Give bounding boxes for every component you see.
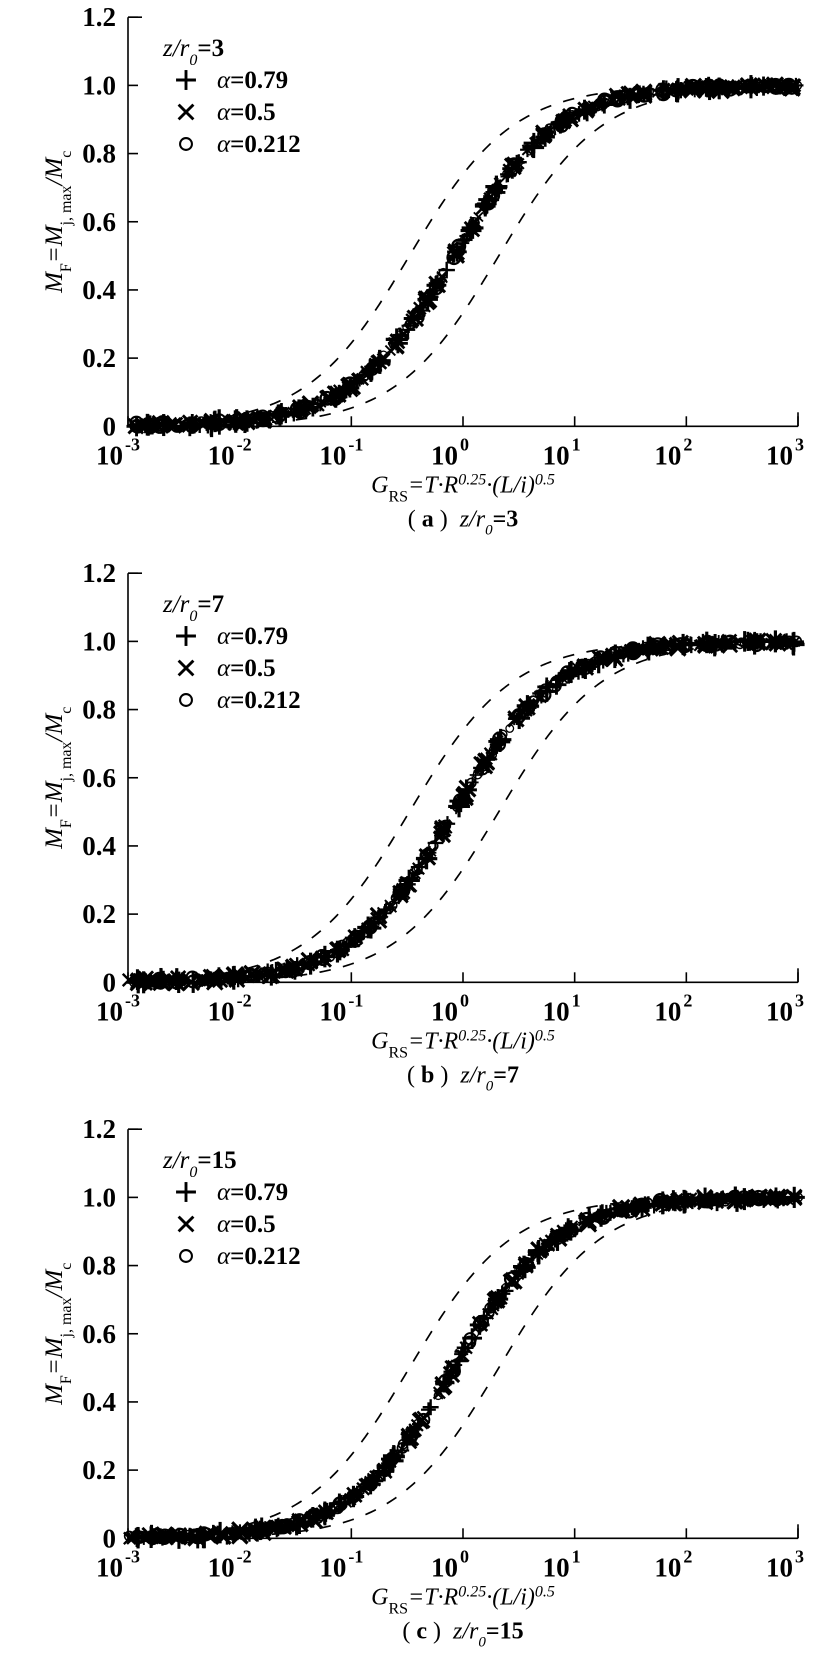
svg-text:α=0.212: α=0.212 <box>217 687 301 714</box>
svg-text:-2: -2 <box>237 1546 252 1566</box>
svg-text:z/r0=15: z/r0=15 <box>162 1147 237 1181</box>
svg-text:10: 10 <box>96 1552 123 1582</box>
svg-text:α=0.5: α=0.5 <box>217 1211 276 1238</box>
svg-text:0.8: 0.8 <box>82 695 116 725</box>
svg-text:1: 1 <box>572 990 581 1010</box>
svg-text:-3: -3 <box>125 434 140 454</box>
svg-text:10: 10 <box>543 1552 570 1582</box>
svg-text:1: 1 <box>572 1546 581 1566</box>
svg-text:1.0: 1.0 <box>82 626 116 656</box>
svg-text:-1: -1 <box>348 434 363 454</box>
svg-text:1.2: 1.2 <box>82 1114 116 1144</box>
svg-text:0.2: 0.2 <box>82 899 116 929</box>
svg-text:0.6: 0.6 <box>82 763 116 793</box>
svg-text:0: 0 <box>103 411 117 441</box>
svg-text:10: 10 <box>766 996 793 1026</box>
svg-text:10: 10 <box>96 440 123 470</box>
svg-text:10: 10 <box>431 1552 458 1582</box>
svg-text:MF=Mj, max/Mc: MF=Mj, max/Mc <box>41 1263 75 1406</box>
svg-text:α=0.212: α=0.212 <box>217 131 301 158</box>
svg-text:10: 10 <box>208 996 235 1026</box>
svg-text:α=0.5: α=0.5 <box>217 99 276 126</box>
svg-text:-3: -3 <box>125 1546 140 1566</box>
svg-text:( c ) z/r0=15: ( c ) z/r0=15 <box>402 1618 523 1650</box>
svg-text:-2: -2 <box>237 990 252 1010</box>
svg-text:z/r0=3: z/r0=3 <box>162 35 224 69</box>
svg-text:1.2: 1.2 <box>82 2 116 32</box>
svg-text:α=0.5: α=0.5 <box>217 655 276 682</box>
svg-text:( a ) z/r0=3: ( a ) z/r0=3 <box>408 506 519 538</box>
svg-text:α=0.79: α=0.79 <box>217 1179 288 1206</box>
svg-text:10: 10 <box>654 440 681 470</box>
svg-text:1.0: 1.0 <box>82 1182 116 1212</box>
svg-text:10: 10 <box>766 1552 793 1582</box>
svg-text:α=0.79: α=0.79 <box>217 67 288 94</box>
svg-text:MF=Mj, max/Mc: MF=Mj, max/Mc <box>41 151 75 294</box>
svg-text:GRS=T·R0.25·(L/i)0.5: GRS=T·R0.25·(L/i)0.5 <box>371 1027 555 1061</box>
svg-text:GRS=T·R0.25·(L/i)0.5: GRS=T·R0.25·(L/i)0.5 <box>371 471 555 505</box>
svg-text:0: 0 <box>460 1546 469 1566</box>
svg-text:0.2: 0.2 <box>82 343 116 373</box>
svg-text:0.4: 0.4 <box>82 831 116 861</box>
svg-text:3: 3 <box>795 990 804 1010</box>
svg-text:3: 3 <box>795 434 804 454</box>
svg-text:1: 1 <box>572 434 581 454</box>
svg-text:0: 0 <box>103 1523 117 1553</box>
svg-text:2: 2 <box>683 434 692 454</box>
svg-text:MF=Mj, max/Mc: MF=Mj, max/Mc <box>41 707 75 850</box>
svg-text:0: 0 <box>103 967 117 997</box>
svg-text:0.8: 0.8 <box>82 139 116 169</box>
svg-text:0.6: 0.6 <box>82 1319 116 1349</box>
svg-text:α=0.79: α=0.79 <box>217 623 288 650</box>
svg-text:3: 3 <box>795 1546 804 1566</box>
svg-text:10: 10 <box>766 440 793 470</box>
svg-text:10: 10 <box>319 996 346 1026</box>
svg-text:0.8: 0.8 <box>82 1251 116 1281</box>
svg-text:0: 0 <box>460 990 469 1010</box>
svg-text:0.4: 0.4 <box>82 1387 116 1417</box>
svg-text:1.2: 1.2 <box>82 558 116 588</box>
svg-text:10: 10 <box>208 1552 235 1582</box>
svg-text:-2: -2 <box>237 434 252 454</box>
svg-text:2: 2 <box>683 990 692 1010</box>
svg-text:0.6: 0.6 <box>82 207 116 237</box>
svg-text:z/r0=7: z/r0=7 <box>162 591 224 625</box>
svg-text:0: 0 <box>460 434 469 454</box>
svg-text:0.2: 0.2 <box>82 1455 116 1485</box>
svg-text:GRS=T·R0.25·(L/i)0.5: GRS=T·R0.25·(L/i)0.5 <box>371 1583 555 1617</box>
svg-text:10: 10 <box>319 440 346 470</box>
svg-text:10: 10 <box>431 996 458 1026</box>
svg-text:0.4: 0.4 <box>82 275 116 305</box>
svg-text:10: 10 <box>543 440 570 470</box>
svg-text:10: 10 <box>543 996 570 1026</box>
svg-text:10: 10 <box>319 1552 346 1582</box>
svg-text:-1: -1 <box>348 1546 363 1566</box>
svg-text:( b ) z/r0=7: ( b ) z/r0=7 <box>407 1062 519 1094</box>
svg-text:10: 10 <box>431 440 458 470</box>
svg-text:10: 10 <box>654 1552 681 1582</box>
svg-text:-1: -1 <box>348 990 363 1010</box>
svg-text:α=0.212: α=0.212 <box>217 1243 301 1270</box>
svg-text:10: 10 <box>208 440 235 470</box>
svg-text:10: 10 <box>96 996 123 1026</box>
svg-text:1.0: 1.0 <box>82 70 116 100</box>
svg-text:2: 2 <box>683 1546 692 1566</box>
svg-text:10: 10 <box>654 996 681 1026</box>
